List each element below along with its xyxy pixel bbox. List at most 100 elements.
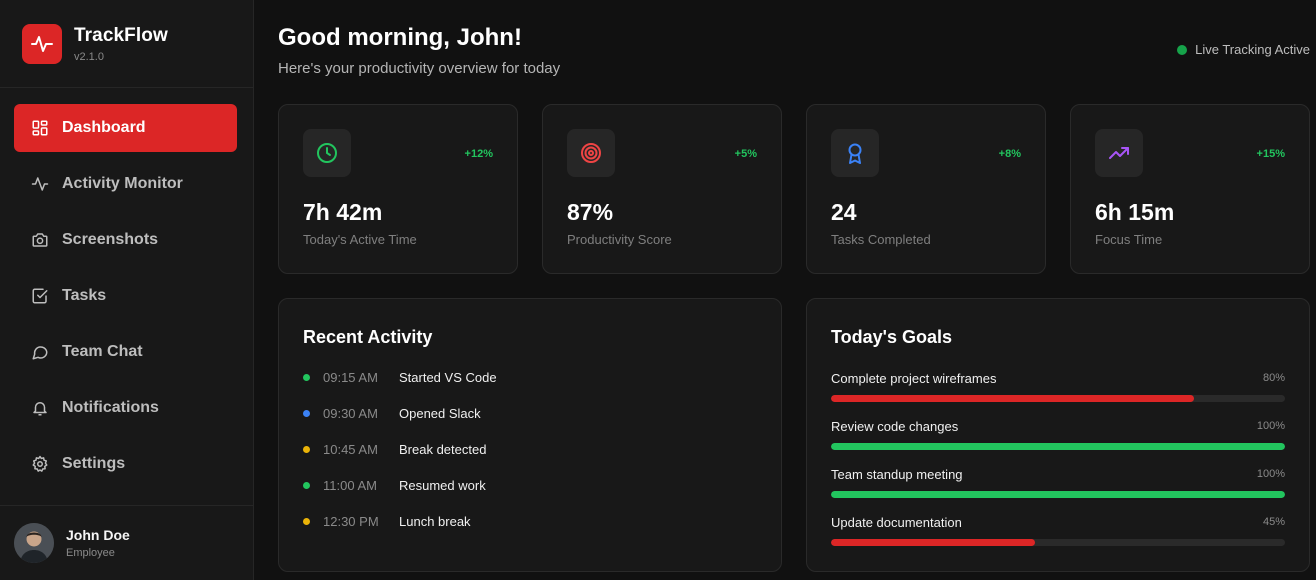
goal-progress-track: [831, 491, 1285, 498]
activity-dot: [303, 445, 310, 453]
goal-percent: 100%: [1256, 420, 1285, 432]
activity-item: 11:00 AM Resumed work: [303, 475, 486, 495]
activity-dot: [303, 481, 310, 489]
stat-change: +12%: [464, 148, 493, 160]
activity-dot: [303, 373, 310, 381]
page-title: Good morning, John!: [278, 24, 522, 51]
stat-value: 6h 15m: [1095, 199, 1175, 225]
user-role: Employee: [66, 547, 115, 559]
stat-label: Focus Time: [1095, 232, 1163, 247]
goal-name: Update documentation: [831, 514, 962, 530]
sidebar-item-label: Activity Monitor: [62, 175, 183, 192]
camera-icon: [30, 230, 50, 250]
brand-version: v2.1.0: [74, 50, 104, 63]
stat-card-focus-time: +15% 6h 15m Focus Time: [1070, 104, 1310, 274]
todays-goals-panel: Today's Goals Complete project wireframe…: [806, 298, 1310, 572]
sidebar-item-tasks[interactable]: Tasks: [14, 272, 237, 320]
stat-change: +5%: [734, 148, 757, 160]
activity-icon: [30, 174, 50, 194]
award-icon: [831, 129, 879, 177]
sidebar-item-screenshots[interactable]: Screenshots: [14, 216, 237, 264]
stat-value: 87%: [567, 199, 614, 225]
sidebar-item-notifications[interactable]: Notifications: [14, 384, 237, 432]
goal-percent: 80%: [1262, 372, 1285, 384]
sidebar-nav: Dashboard Activity Monitor Screenshots T…: [0, 88, 253, 488]
avatar: [14, 523, 54, 563]
activity-dot: [303, 409, 310, 417]
live-tracking-status: Live Tracking Active: [1177, 42, 1310, 57]
brand-name: TrackFlow: [74, 24, 168, 46]
activity-text: Started VS Code: [399, 369, 497, 385]
stat-change: +8%: [998, 148, 1021, 160]
activity-text: Break detected: [399, 441, 487, 457]
clock-icon: [303, 129, 351, 177]
goal-progress-fill: [831, 395, 1195, 402]
stat-value: 7h 42m: [303, 199, 383, 225]
live-tracking-label: Live Tracking Active: [1195, 42, 1310, 57]
grid-icon: [30, 118, 50, 138]
main-content: Good morning, John! Here's your producti…: [254, 0, 1316, 580]
activity-text: Opened Slack: [399, 405, 481, 421]
goal-progress-track: [831, 395, 1285, 402]
trending-up-icon: [1095, 129, 1143, 177]
activity-time: 10:45 AM: [323, 441, 378, 457]
bell-icon: [30, 398, 50, 418]
goal-item: Update documentation 45%: [831, 513, 1285, 546]
sidebar: TrackFlow v2.1.0 Dashboard Activity Moni…: [0, 0, 254, 580]
recent-activity-title: Recent Activity: [303, 327, 433, 347]
sidebar-item-activity-monitor[interactable]: Activity Monitor: [14, 160, 237, 208]
sidebar-item-dashboard[interactable]: Dashboard: [14, 104, 237, 152]
stat-value: 24: [831, 199, 857, 225]
chat-bubble-icon: [30, 342, 50, 362]
page-subtitle: Here's your productivity overview for to…: [278, 60, 561, 77]
sidebar-item-label: Settings: [62, 455, 126, 472]
goal-progress-fill: [831, 491, 1285, 498]
todays-goals-title: Today's Goals: [831, 327, 952, 347]
status-dot-icon: [1177, 44, 1188, 55]
sidebar-item-team-chat[interactable]: Team Chat: [14, 328, 237, 376]
goal-name: Review code changes: [831, 418, 959, 434]
user-name: John Doe: [66, 527, 130, 543]
goal-progress-fill: [831, 443, 1285, 450]
activity-item: 12:30 PM Lunch break: [303, 511, 471, 531]
stat-change: +15%: [1256, 148, 1285, 160]
goal-progress-fill: [831, 539, 1036, 546]
activity-text: Resumed work: [399, 477, 486, 493]
goal-progress-track: [831, 443, 1285, 450]
activity-item: 10:45 AM Break detected: [303, 439, 486, 459]
activity-time: 12:30 PM: [323, 513, 379, 529]
sidebar-item-label: Dashboard: [62, 119, 146, 136]
activity-dot: [303, 517, 310, 525]
activity-text: Lunch break: [399, 513, 471, 529]
stat-label: Tasks Completed: [831, 232, 931, 247]
goal-item: Review code changes 100%: [831, 417, 1285, 450]
sidebar-item-settings[interactable]: Settings: [14, 440, 237, 488]
goal-item: Complete project wireframes 80%: [831, 369, 1285, 402]
activity-time: 09:15 AM: [323, 369, 378, 385]
recent-activity-panel: Recent Activity 09:15 AM Started VS Code…: [278, 298, 782, 572]
user-profile[interactable]: John Doe Employee: [0, 505, 253, 580]
check-square-icon: [30, 286, 50, 306]
activity-item: 09:30 AM Opened Slack: [303, 403, 481, 423]
sidebar-item-label: Screenshots: [62, 231, 159, 248]
activity-time: 11:00 AM: [323, 477, 377, 493]
sidebar-item-label: Notifications: [62, 399, 159, 416]
gear-icon: [30, 454, 50, 474]
stat-label: Today's Active Time: [303, 232, 417, 247]
stat-card-active-time: +12% 7h 42m Today's Active Time: [278, 104, 518, 274]
goal-item: Team standup meeting 100%: [831, 465, 1285, 498]
brand: TrackFlow v2.1.0: [0, 0, 253, 88]
activity-item: 09:15 AM Started VS Code: [303, 367, 497, 387]
pulse-icon: [22, 23, 62, 64]
sidebar-item-label: Team Chat: [62, 343, 143, 360]
goal-progress-track: [831, 539, 1285, 546]
stat-card-productivity-score: +5% 87% Productivity Score: [542, 104, 782, 274]
goal-percent: 45%: [1262, 516, 1285, 528]
goal-name: Team standup meeting: [831, 466, 963, 482]
sidebar-item-label: Tasks: [62, 287, 107, 304]
stat-card-tasks-completed: +8% 24 Tasks Completed: [806, 104, 1046, 274]
goal-percent: 100%: [1256, 468, 1285, 480]
activity-time: 09:30 AM: [323, 405, 378, 421]
target-icon: [567, 129, 615, 177]
